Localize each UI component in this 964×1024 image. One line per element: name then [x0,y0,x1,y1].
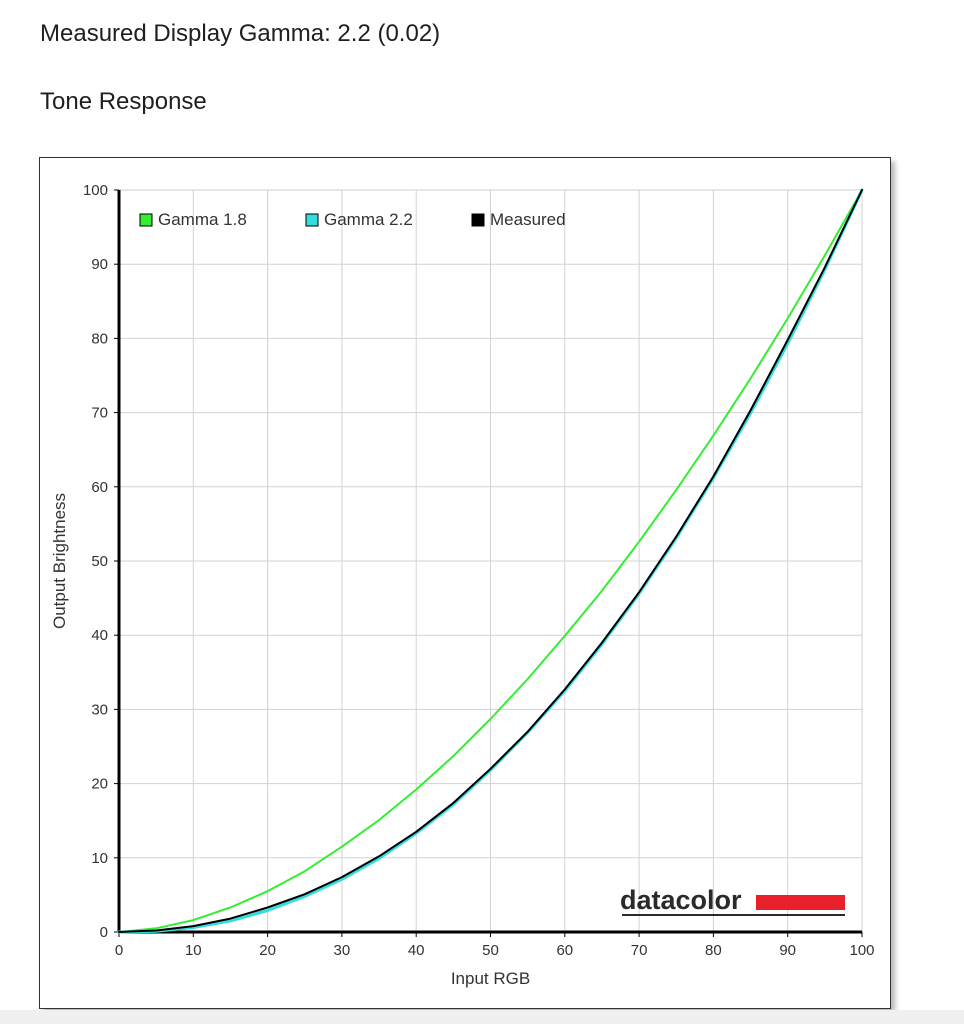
bottom-band [0,1010,964,1024]
y-tick-label: 20 [91,776,108,793]
legend-swatch [305,213,319,227]
y-tick-label: 50 [91,553,108,570]
y-tick-label: 0 [100,924,108,941]
legend-item-gamma-2-2: Gamma 2.2 [305,210,413,229]
section-heading: Tone Response [40,88,207,115]
x-tick-label: 80 [705,942,722,959]
legend-swatch [471,213,485,227]
series-lines [117,188,864,934]
series-line-gamma-2-2 [117,188,864,934]
y-tick-label: 100 [83,182,108,199]
y-axis-label: Output Brightness [50,493,69,629]
chart-svg: 0 10 20 30 40 50 60 70 80 90 100 0 10 20 30 40 50 60 70 80 9… [50,182,875,988]
y-tick-label: 60 [91,479,108,496]
legend-item-measured: Measured [471,210,566,229]
y-tick-label: 70 [91,405,108,422]
logo-red-bar [756,895,845,910]
x-tick-label: 10 [185,942,202,959]
logo-text: datacolor [620,885,742,915]
x-tick-label: 20 [259,942,276,959]
tone-response-chart: 0 10 20 30 40 50 60 70 80 90 100 0 10 20 30 40 50 60 70 80 9… [39,157,891,1009]
tick-labels: 0 10 20 30 40 50 60 70 80 90 100 0 10 20 30 40 50 60 70 80 9… [83,182,875,959]
legend-label: Gamma 2.2 [324,210,413,229]
series-line-measured [118,189,863,933]
series-line-gamma-1-8 [118,189,863,933]
legend-label: Measured [490,210,566,229]
x-tick-label: 70 [631,942,648,959]
x-tick-label: 60 [556,942,573,959]
logo-underline [622,914,845,916]
x-tick-label: 90 [779,942,796,959]
y-tick-label: 10 [91,850,108,867]
x-tick-label: 100 [849,942,874,959]
x-tick-label: 40 [408,942,425,959]
x-tick-label: 50 [482,942,499,959]
grid [119,189,863,932]
y-tick-label: 40 [91,627,108,644]
page-heading: Measured Display Gamma: 2.2 (0.02) [40,20,441,47]
x-tick-label: 30 [334,942,351,959]
y-tick-label: 80 [91,330,108,347]
y-tick-label: 30 [91,701,108,718]
x-tick-label: 0 [115,942,123,959]
legend-item-gamma-1-8: Gamma 1.8 [139,210,247,229]
y-tick-label: 90 [91,256,108,273]
legend: Gamma 1.8 Gamma 2.2 Measured [139,210,566,229]
datacolor-logo: datacolor [620,885,845,916]
x-axis-label: Input RGB [451,969,530,988]
legend-label: Gamma 1.8 [158,210,247,229]
legend-swatch [139,213,153,227]
